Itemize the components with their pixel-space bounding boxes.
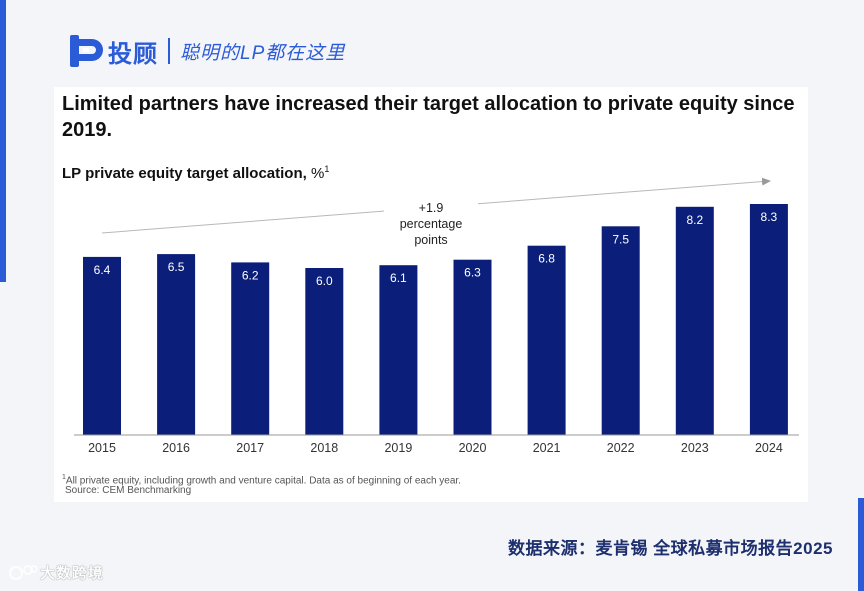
x-tick-label-2015: 2015 (88, 441, 116, 455)
value-label-2023: 8.2 (686, 213, 703, 227)
x-tick-label-2022: 2022 (607, 441, 635, 455)
x-tick-label-2023: 2023 (681, 441, 709, 455)
chart-source: Source: CEM Benchmarking (65, 485, 192, 496)
brand-logo-icon (70, 35, 103, 67)
value-label-2017: 6.2 (242, 268, 259, 282)
watermark-logo-icon (9, 564, 38, 580)
x-tick-label-2020: 2020 (459, 441, 487, 455)
bar-2015 (83, 256, 121, 435)
chart-headline: Limited partners have increased their ta… (62, 93, 795, 141)
value-label-2015: 6.4 (94, 263, 111, 277)
annotation-line-3: points (414, 233, 447, 247)
chart-footnote: 1All private equity, including growth an… (62, 472, 461, 487)
right-accent-bar (858, 498, 864, 591)
x-tick-label-2024: 2024 (755, 441, 783, 455)
x-tick-label-2018: 2018 (310, 441, 338, 455)
bars-group: 6.4 2015 6.5 2016 6.2 2017 6.0 2018 6.1 2019 6.3 20… (83, 204, 788, 455)
bar-2023 (675, 206, 714, 435)
value-label-2016: 6.5 (168, 260, 185, 274)
value-label-2021: 6.8 (538, 252, 555, 266)
bar-2016 (157, 254, 196, 435)
bar-2017 (231, 262, 270, 435)
chart-card: Limited partners have increased their ta… (54, 87, 808, 502)
value-label-2019: 6.1 (390, 271, 407, 285)
value-label-2018: 6.0 (316, 274, 333, 288)
brand-header: 投顾 聪明的LP都在这里 (68, 32, 345, 70)
bar-2020 (453, 259, 492, 435)
chart-subtitle-unit: % (310, 165, 325, 182)
x-tick-label-2021: 2021 (533, 441, 561, 455)
footnote-text: All private equity, including growth and… (65, 475, 461, 487)
brand-divider (168, 38, 170, 64)
watermark-text: 大数跨境 (40, 565, 105, 582)
value-label-2024: 8.3 (761, 210, 778, 224)
chart-subtitle: LP private equity target allocation, %1 (62, 164, 329, 182)
bar-2021 (527, 245, 566, 435)
brand-slogan: 聪明的LP都在这里 (180, 42, 346, 64)
left-accent-bar (0, 0, 6, 282)
annotation-line-2: percentage (400, 217, 463, 231)
data-source-caption: 数据来源：麦肯锡 全球私募市场报告2025 (507, 539, 833, 558)
annotation-backdrop (384, 195, 478, 251)
value-label-2020: 6.3 (464, 266, 481, 280)
footnote-mark: 1 (62, 474, 66, 481)
watermark: 大数跨境 (8, 562, 104, 583)
bar-chart: +1.9 percentage points 6.4 2015 6.5 2016 6.2… (74, 177, 799, 455)
x-tick-label-2017: 2017 (236, 441, 264, 455)
bar-2024 (749, 204, 788, 435)
chart-subtitle-text: LP private equity target allocation, (62, 165, 307, 182)
brand-name: 投顾 (108, 40, 158, 68)
x-tick-label-2019: 2019 (384, 441, 412, 455)
x-tick-label-2016: 2016 (162, 441, 190, 455)
subtitle-footnote-mark: 1 (324, 164, 330, 174)
annotation-line-1: +1.9 (419, 201, 444, 215)
bar-2022 (601, 226, 640, 435)
value-label-2022: 7.5 (612, 232, 629, 246)
bar-2018 (305, 268, 344, 435)
bar-2019 (379, 265, 418, 435)
